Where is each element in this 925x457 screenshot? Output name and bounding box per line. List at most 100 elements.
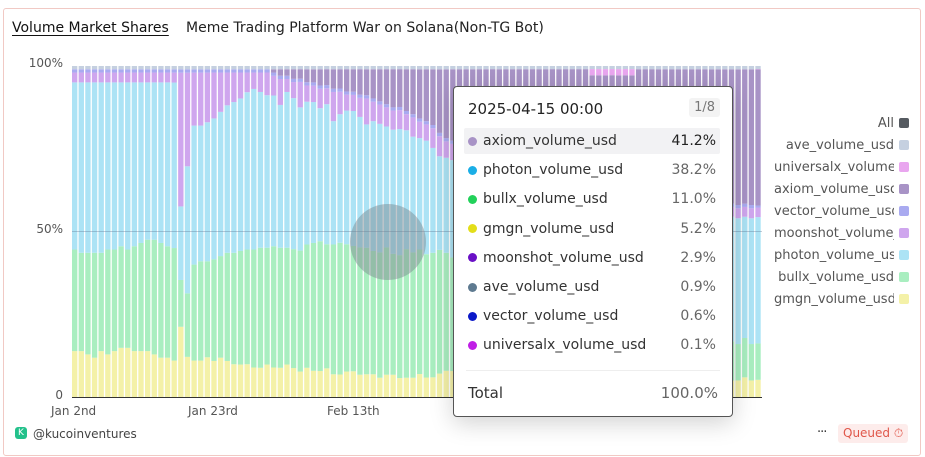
- bar-segment-gmgn_volume_usd[interactable]: [98, 351, 104, 397]
- bar-segment-bullx_volume_usd[interactable]: [184, 293, 191, 357]
- bar-segment-gmgn_volume_usd[interactable]: [198, 360, 204, 397]
- bar-segment-ave_volume_usd[interactable]: [231, 66, 237, 70]
- bar-segment-axiom_volume_usd[interactable]: [377, 69, 383, 102]
- bar-segment-vector_volume_usd[interactable]: [237, 69, 244, 73]
- bar-segment-ave_volume_usd[interactable]: [85, 66, 91, 70]
- bar-segment-photon_volume_usd[interactable]: [450, 160, 456, 258]
- bar-segment-moonshot_volume_usd[interactable]: [204, 72, 211, 123]
- bar-segment-gmgn_volume_usd[interactable]: [72, 351, 78, 397]
- bar-segment-bullx_volume_usd[interactable]: [290, 249, 297, 369]
- bar-segment-bullx_volume_usd[interactable]: [131, 246, 138, 352]
- bar-segment-moonshot_volume_usd[interactable]: [231, 72, 237, 103]
- bar-segment-bullx_volume_usd[interactable]: [191, 264, 197, 361]
- bar-segment-photon_volume_usd[interactable]: [755, 217, 761, 344]
- bar-segment-bullx_volume_usd[interactable]: [297, 250, 303, 372]
- bar-segment-ave_volume_usd[interactable]: [470, 66, 476, 70]
- bar-segment-ave_volume_usd[interactable]: [476, 66, 483, 70]
- bar-segment-gmgn_volume_usd[interactable]: [350, 371, 356, 397]
- legend-item[interactable]: moonshot_volume_usd: [769, 222, 909, 244]
- bar-segment-gmgn_volume_usd[interactable]: [211, 360, 217, 397]
- bar-segment-ave_volume_usd[interactable]: [516, 66, 522, 70]
- bar-segment-bullx_volume_usd[interactable]: [158, 242, 164, 358]
- bar-segment-ave_volume_usd[interactable]: [390, 66, 396, 70]
- bar-segment-vector_volume_usd[interactable]: [397, 106, 403, 111]
- bar-segment-gmgn_volume_usd[interactable]: [344, 371, 350, 397]
- bar-segment-ave_volume_usd[interactable]: [503, 66, 509, 70]
- bar-segment-ave_volume_usd[interactable]: [748, 66, 755, 70]
- bar-segment-moonshot_volume_usd[interactable]: [390, 110, 396, 130]
- bar-segment-ave_volume_usd[interactable]: [257, 66, 264, 70]
- bar-segment-gmgn_volume_usd[interactable]: [284, 364, 290, 397]
- bar-segment-vector_volume_usd[interactable]: [350, 91, 356, 95]
- bar-segment-photon_volume_usd[interactable]: [310, 102, 317, 243]
- bar-segment-bullx_volume_usd[interactable]: [231, 252, 237, 365]
- bar-segment-ave_volume_usd[interactable]: [417, 66, 423, 70]
- bar-segment-ave_volume_usd[interactable]: [237, 66, 244, 70]
- bar-segment-ave_volume_usd[interactable]: [304, 66, 310, 70]
- bar-segment-ave_volume_usd[interactable]: [655, 66, 662, 70]
- bar-segment-photon_volume_usd[interactable]: [144, 82, 151, 240]
- bar-segment-moonshot_volume_usd[interactable]: [237, 72, 244, 99]
- bar-segment-ave_volume_usd[interactable]: [589, 66, 595, 70]
- bar-segment-photon_volume_usd[interactable]: [211, 118, 217, 260]
- bar-segment-moonshot_volume_usd[interactable]: [151, 72, 157, 83]
- bar-segment-photon_volume_usd[interactable]: [231, 102, 237, 253]
- bar-segment-photon_volume_usd[interactable]: [383, 126, 390, 248]
- bar-segment-moonshot_volume_usd[interactable]: [91, 72, 98, 83]
- bar-segment-bullx_volume_usd[interactable]: [251, 249, 257, 368]
- bar-segment-vector_volume_usd[interactable]: [330, 88, 337, 92]
- bar-segment-photon_volume_usd[interactable]: [131, 82, 138, 247]
- bar-segment-axiom_volume_usd[interactable]: [430, 69, 436, 125]
- bar-segment-bullx_volume_usd[interactable]: [357, 247, 363, 375]
- bar-segment-photon_volume_usd[interactable]: [397, 129, 403, 256]
- bar-segment-photon_volume_usd[interactable]: [98, 82, 104, 253]
- bar-segment-moonshot_volume_usd[interactable]: [105, 72, 111, 83]
- bar-segment-ave_volume_usd[interactable]: [662, 66, 668, 70]
- legend-item[interactable]: photon_volume_usd: [769, 244, 909, 266]
- bar-segment-photon_volume_usd[interactable]: [191, 125, 197, 265]
- bar-segment-vector_volume_usd[interactable]: [755, 205, 761, 208]
- bar-segment-moonshot_volume_usd[interactable]: [284, 78, 290, 92]
- bar-segment-vector_volume_usd[interactable]: [383, 104, 390, 108]
- bar-segment-gmgn_volume_usd[interactable]: [324, 368, 330, 397]
- bar-segment-photon_volume_usd[interactable]: [277, 104, 284, 248]
- bar-segment-ave_volume_usd[interactable]: [715, 66, 721, 70]
- bar-segment-axiom_volume_usd[interactable]: [423, 69, 429, 122]
- bar-segment-ave_volume_usd[interactable]: [324, 66, 330, 70]
- bar-segment-moonshot_volume_usd[interactable]: [350, 94, 356, 111]
- bar-segment-moonshot_volume_usd[interactable]: [251, 72, 257, 89]
- bar-segment-ave_volume_usd[interactable]: [297, 66, 303, 70]
- bar-segment-ave_volume_usd[interactable]: [330, 66, 337, 70]
- bar-segment-moonshot_volume_usd[interactable]: [72, 72, 78, 83]
- bar-segment-vector_volume_usd[interactable]: [204, 69, 211, 73]
- bar-segment-universalx_volume_usd[interactable]: [616, 69, 622, 76]
- bar-segment-moonshot_volume_usd[interactable]: [111, 72, 118, 83]
- bar-segment-gmgn_volume_usd[interactable]: [277, 367, 284, 397]
- bar-segment-bullx_volume_usd[interactable]: [78, 252, 84, 352]
- bar-segment-moonshot_volume_usd[interactable]: [144, 72, 151, 83]
- bar-segment-gmgn_volume_usd[interactable]: [85, 354, 91, 397]
- bar-segment-photon_volume_usd[interactable]: [125, 82, 131, 250]
- bar-segment-vector_volume_usd[interactable]: [144, 69, 151, 73]
- bar-segment-axiom_volume_usd[interactable]: [277, 69, 284, 76]
- bar-segment-photon_volume_usd[interactable]: [198, 125, 204, 262]
- bar-segment-ave_volume_usd[interactable]: [410, 66, 416, 70]
- bar-segment-gmgn_volume_usd[interactable]: [443, 370, 449, 397]
- bar-segment-ave_volume_usd[interactable]: [582, 66, 589, 70]
- bar-segment-vector_volume_usd[interactable]: [158, 69, 164, 73]
- bar-segment-gmgn_volume_usd[interactable]: [125, 347, 131, 397]
- bar-segment-ave_volume_usd[interactable]: [383, 66, 390, 70]
- legend-item[interactable]: vector_volume_usd: [769, 200, 909, 222]
- bar-segment-photon_volume_usd[interactable]: [297, 107, 303, 251]
- legend-item[interactable]: gmgn_volume_usd: [769, 288, 909, 310]
- bar-segment-photon_volume_usd[interactable]: [271, 95, 277, 247]
- bar-segment-ave_volume_usd[interactable]: [72, 66, 78, 70]
- bar-segment-axiom_volume_usd[interactable]: [271, 69, 277, 73]
- bar-segment-ave_volume_usd[interactable]: [118, 66, 124, 70]
- bar-segment-vector_volume_usd[interactable]: [151, 69, 157, 73]
- bar-segment-ave_volume_usd[interactable]: [144, 66, 151, 70]
- bar-segment-gmgn_volume_usd[interactable]: [105, 354, 111, 397]
- bar-segment-bullx_volume_usd[interactable]: [178, 279, 184, 327]
- bar-segment-bullx_volume_usd[interactable]: [217, 256, 224, 358]
- bar-segment-ave_volume_usd[interactable]: [217, 66, 224, 70]
